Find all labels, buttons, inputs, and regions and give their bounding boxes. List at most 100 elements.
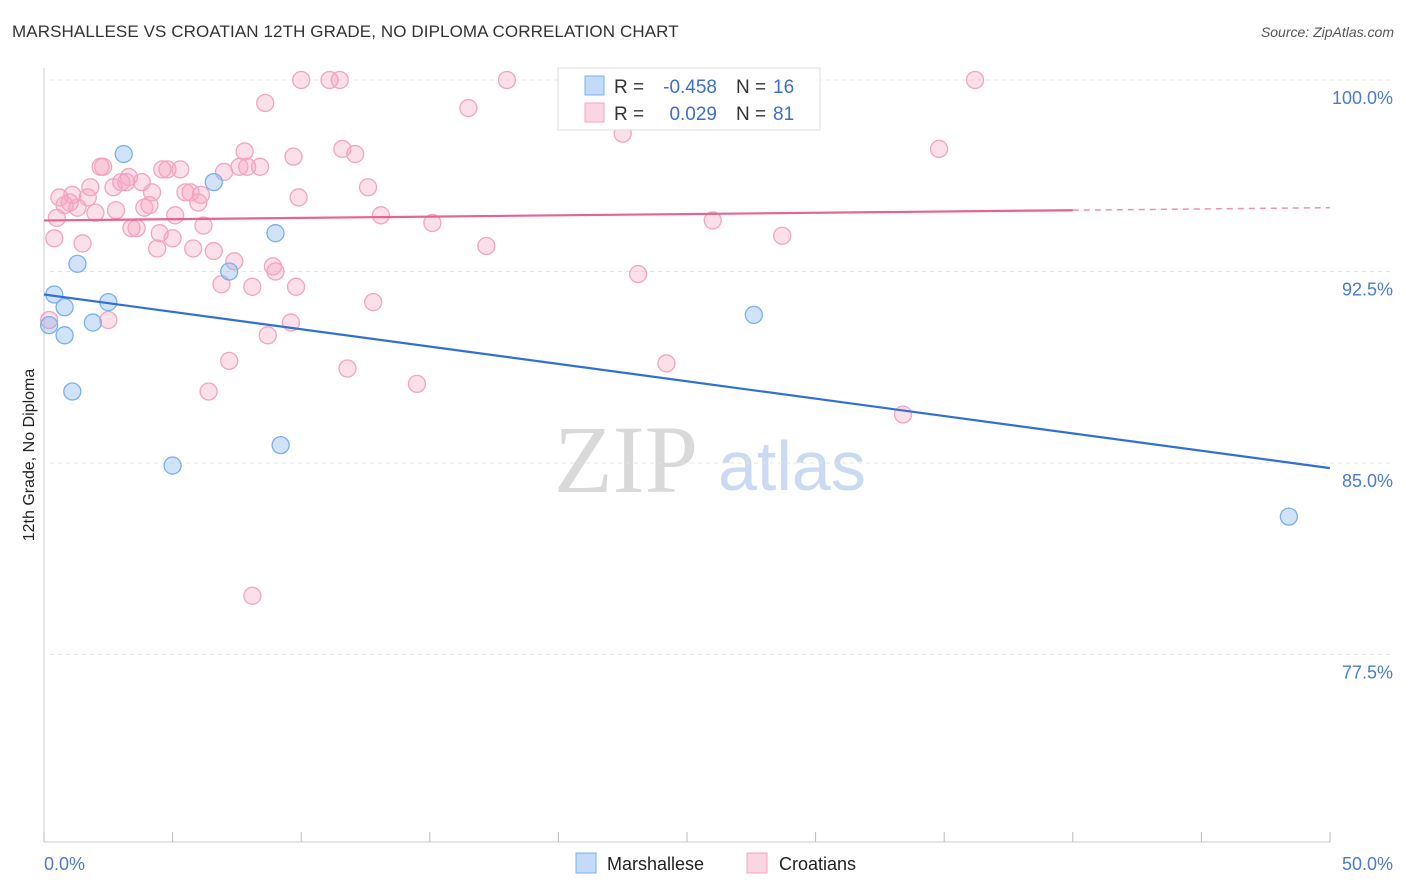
y-tick-label-2: 85.0% <box>1342 471 1393 491</box>
point-croatians-65 <box>371 206 391 225</box>
point-croatians-77 <box>929 139 949 159</box>
point-marshallese-13 <box>271 435 290 455</box>
point-croatians-72 <box>628 264 648 284</box>
legend-r-value-1: 0.029 <box>669 104 717 125</box>
trend-lines <box>43 206 1331 470</box>
point-croatians-16 <box>106 201 126 220</box>
point-croatians-41 <box>220 351 239 371</box>
legend-swatch-croatians <box>584 102 605 123</box>
point-croatians-42 <box>225 252 244 271</box>
y-tick-label-3: 77.5% <box>1342 663 1393 683</box>
point-croatians-63 <box>358 178 378 197</box>
point-croatians-34 <box>184 239 203 258</box>
point-croatians-48 <box>250 157 270 176</box>
trend-line-croatians <box>43 209 1073 222</box>
x-tick-labels: 0.0% 50.0% <box>44 854 1393 874</box>
series-legend: Marshallese Croatians <box>575 852 856 874</box>
point-croatians-26 <box>148 239 167 258</box>
point-marshallese-14 <box>744 305 764 325</box>
point-croatians-47 <box>243 586 262 605</box>
point-croatians-32 <box>176 183 195 202</box>
point-croatians-45 <box>238 157 257 176</box>
legend-n-value-1: 81 <box>773 104 794 125</box>
bottom-legend-swatch-croatians <box>746 852 768 874</box>
point-marshallese-3 <box>55 326 74 345</box>
point-croatians-11 <box>86 203 105 222</box>
point-croatians-29 <box>163 229 182 248</box>
point-croatians-8 <box>73 234 92 253</box>
source-label: Source: ZipAtlas.com <box>1260 24 1394 40</box>
point-marshallese-11 <box>220 262 239 281</box>
point-marshallese-5 <box>68 254 87 273</box>
legend-n-label-1: N = <box>736 104 766 125</box>
point-croatians-68 <box>459 98 478 118</box>
point-croatians-64 <box>364 292 383 312</box>
point-croatians-54 <box>284 147 303 166</box>
legend-n-label-0: N = <box>736 77 766 98</box>
point-croatians-25 <box>142 183 162 202</box>
point-croatians-73 <box>657 354 676 373</box>
point-croatians-75 <box>773 226 792 245</box>
point-croatians-74 <box>703 211 722 230</box>
point-croatians-37 <box>199 382 218 401</box>
bottom-legend-swatch-marshallese <box>575 852 597 874</box>
point-croatians-78 <box>965 70 985 90</box>
trend-line-marshallese <box>43 293 1331 470</box>
point-croatians-30 <box>166 206 185 225</box>
point-croatians-70 <box>497 70 517 90</box>
trend-line-dashed-croatians <box>1072 206 1331 211</box>
point-croatians-76 <box>893 405 913 424</box>
point-croatians-55 <box>286 277 306 296</box>
bottom-legend-label-marshallese: Marshallese <box>607 854 704 874</box>
watermark-atlas: atlas <box>718 427 866 505</box>
x-tick-label-1: 50.0% <box>1342 854 1393 874</box>
y-tick-label-1: 92.5% <box>1342 280 1393 300</box>
legend-box <box>557 67 821 131</box>
point-croatians-52 <box>266 262 285 281</box>
y-tick-labels: 100.0% 92.5% 85.0% 77.5% <box>1332 88 1393 683</box>
point-croatians-51 <box>263 257 283 276</box>
y-axis-title: 12th Grade, No Diploma <box>21 369 38 542</box>
point-marshallese-0 <box>39 315 59 335</box>
bottom-legend-label-croatians: Croatians <box>779 854 856 874</box>
chart-title: MARSHALLESE VS CROATIAN 12TH GRADE, NO D… <box>12 22 679 41</box>
watermark-zip: ZIP <box>554 406 698 513</box>
point-croatians-13 <box>94 157 113 176</box>
point-croatians-21 <box>127 218 146 238</box>
correlation-legend: R = -0.458 N = 16 R = 0.029 N = 81 <box>557 67 821 131</box>
point-marshallese-12 <box>266 224 285 243</box>
point-croatians-50 <box>258 326 277 345</box>
point-croatians-10 <box>81 178 100 197</box>
point-croatians-67 <box>423 213 442 233</box>
point-croatians-14 <box>99 310 118 330</box>
legend-swatch-marshallese <box>584 75 605 96</box>
point-marshallese-8 <box>114 144 133 164</box>
point-croatians-44 <box>235 142 254 161</box>
point-croatians-36 <box>194 216 213 235</box>
point-croatians-79 <box>153 160 172 179</box>
point-croatians-1 <box>45 229 64 248</box>
point-croatians-46 <box>243 277 262 296</box>
point-croatians-69 <box>477 236 496 256</box>
point-croatians-58 <box>320 70 339 90</box>
point-croatians-80 <box>191 185 211 205</box>
point-marshallese-10 <box>204 172 223 192</box>
legend-r-label-0: R = <box>614 77 644 98</box>
axes <box>43 68 1331 843</box>
point-croatians-0 <box>39 310 59 330</box>
point-marshallese-6 <box>83 313 103 332</box>
point-croatians-56 <box>289 188 308 207</box>
x-tick-label-0: 0.0% <box>44 854 85 874</box>
point-croatians-38 <box>204 241 223 261</box>
y-tick-label-0: 100.0% <box>1332 88 1393 108</box>
point-croatians-18 <box>117 172 136 192</box>
legend-r-value-0: -0.458 <box>663 77 717 98</box>
point-marshallese-2 <box>55 298 74 317</box>
legend-r-label-1: R = <box>614 104 644 125</box>
point-croatians-59 <box>330 70 349 90</box>
point-croatians-49 <box>256 93 275 113</box>
point-croatians-31 <box>171 160 190 179</box>
point-marshallese-9 <box>163 456 182 475</box>
point-croatians-28 <box>158 160 177 179</box>
